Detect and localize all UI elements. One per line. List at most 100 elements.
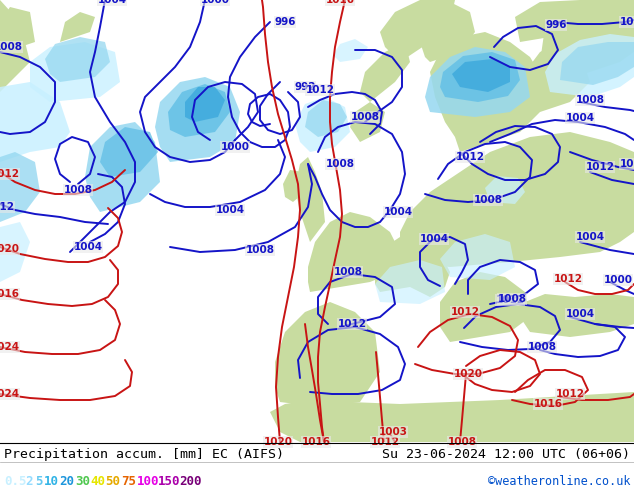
Polygon shape [0,82,70,162]
Polygon shape [308,212,400,292]
Polygon shape [0,7,35,52]
Polygon shape [560,42,634,85]
Polygon shape [295,157,325,242]
Text: 1012: 1012 [496,295,524,305]
Polygon shape [440,272,530,342]
Text: 1000: 1000 [200,0,230,5]
Text: 1008: 1008 [63,185,93,195]
Polygon shape [295,97,350,152]
Text: 1012: 1012 [586,162,614,172]
Text: Su 23-06-2024 12:00 UTC (06+06): Su 23-06-2024 12:00 UTC (06+06) [382,448,630,461]
Polygon shape [350,102,385,142]
Text: 1024: 1024 [0,389,20,399]
Text: 20: 20 [60,474,74,488]
Text: 1020: 1020 [264,437,292,447]
Text: 1020: 1020 [453,369,482,379]
Text: 50: 50 [106,474,120,488]
Text: 1012: 1012 [555,389,585,399]
Text: 75: 75 [121,474,136,488]
Text: 10: 10 [44,474,59,488]
Text: 1016: 1016 [533,399,562,409]
Polygon shape [45,37,110,82]
Polygon shape [485,176,525,204]
Text: 996: 996 [275,17,295,27]
Polygon shape [420,2,475,62]
Text: 1024: 1024 [0,342,20,352]
Text: 1016: 1016 [325,0,354,5]
Polygon shape [440,234,515,280]
Text: 1004: 1004 [216,205,245,215]
Text: 1012: 1012 [0,202,15,212]
Text: 1004: 1004 [74,242,103,252]
Text: 40: 40 [90,474,105,488]
Polygon shape [540,0,634,62]
Text: 150: 150 [158,474,181,488]
Polygon shape [155,77,240,162]
Text: 1008: 1008 [0,42,22,52]
Polygon shape [0,0,30,92]
Text: 1008: 1008 [527,342,557,352]
Polygon shape [380,0,455,62]
Text: 1000: 1000 [604,275,633,285]
Text: 1004: 1004 [98,0,127,5]
Polygon shape [168,84,230,137]
Polygon shape [85,122,160,212]
Polygon shape [525,42,590,112]
Polygon shape [0,152,40,222]
Text: 1004: 1004 [576,232,605,242]
Polygon shape [515,0,634,42]
Polygon shape [520,294,634,337]
Polygon shape [360,42,410,102]
Polygon shape [305,100,347,137]
Text: 1008: 1008 [576,95,604,105]
Polygon shape [0,222,30,282]
Text: 1000: 1000 [619,17,634,27]
Polygon shape [375,260,445,304]
Text: 1012: 1012 [451,307,479,317]
Text: 100: 100 [136,474,159,488]
Text: 1004: 1004 [566,113,595,123]
Polygon shape [283,170,305,202]
Text: Precipitation accum. [mm] EC (AIFS): Precipitation accum. [mm] EC (AIFS) [4,448,284,461]
Text: 1016: 1016 [0,289,20,299]
Text: 1020: 1020 [0,244,20,254]
Text: 2: 2 [25,474,33,488]
Text: 1016: 1016 [302,437,330,447]
Polygon shape [375,237,450,297]
Polygon shape [400,132,634,267]
Polygon shape [100,127,158,177]
Text: 1000: 1000 [221,142,250,152]
Text: 996: 996 [545,20,567,30]
Polygon shape [440,52,520,102]
Text: 1008: 1008 [245,245,275,255]
Text: 1004: 1004 [566,309,595,319]
Text: 1008: 1008 [498,294,526,304]
Text: 1004: 1004 [384,207,413,217]
Text: 1012: 1012 [337,319,366,329]
Text: 992: 992 [294,82,316,92]
Text: 1008: 1008 [351,112,380,122]
Text: 0.5: 0.5 [4,474,27,488]
Polygon shape [452,59,510,92]
Text: 200: 200 [179,474,202,488]
Text: 1012: 1012 [306,85,335,95]
Text: ©weatheronline.co.uk: ©weatheronline.co.uk [488,474,630,488]
Text: 1008: 1008 [333,267,363,277]
Polygon shape [30,42,120,102]
Text: 1012: 1012 [370,437,399,447]
Text: 1003: 1003 [378,427,408,437]
Polygon shape [430,32,545,152]
Text: 1008: 1008 [448,437,477,447]
Polygon shape [333,39,368,62]
Polygon shape [270,392,634,442]
Polygon shape [185,87,225,122]
Polygon shape [545,0,634,82]
Text: 1008: 1008 [325,159,354,169]
Polygon shape [425,47,530,117]
Polygon shape [60,12,95,42]
Polygon shape [545,34,634,97]
Text: 1012: 1012 [553,274,583,284]
Text: 30: 30 [75,474,90,488]
Text: 1012: 1012 [455,152,484,162]
Text: 1004: 1004 [420,234,449,244]
